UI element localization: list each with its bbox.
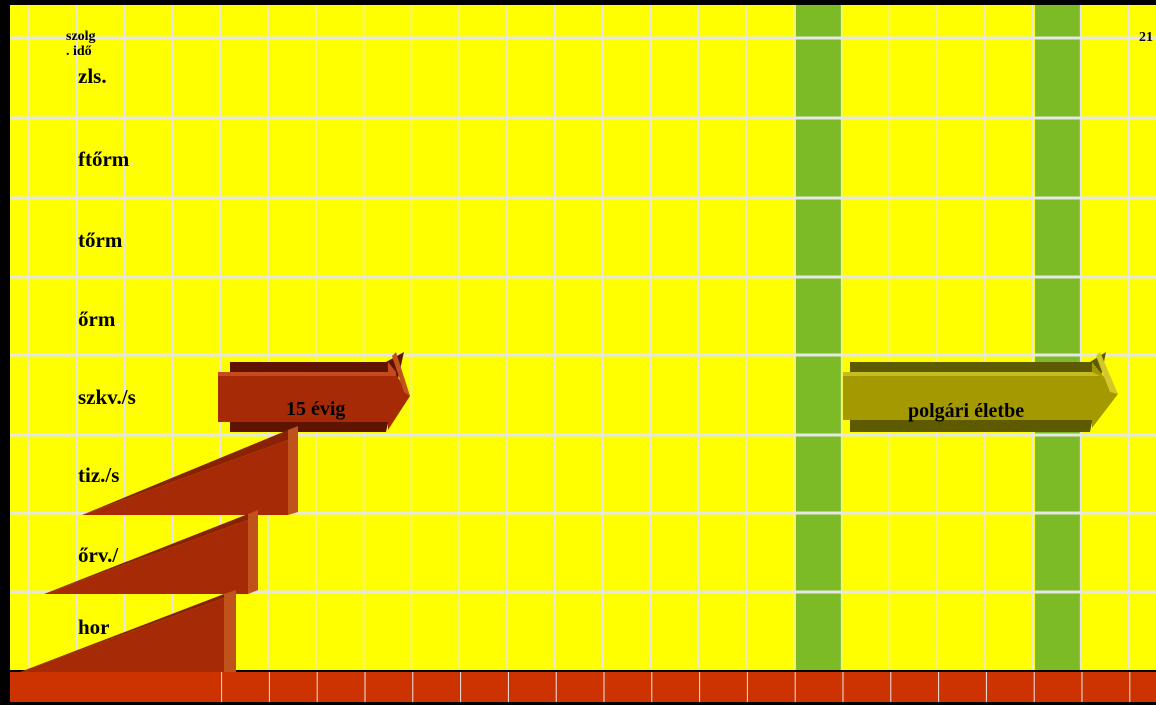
row-label-torm: tőrm. [78, 228, 128, 252]
arrow-15-years [218, 352, 410, 432]
row-label-tiz: tiz./s [78, 463, 120, 487]
bottom-bar-dividers [221, 672, 1131, 702]
bottom-bar [10, 672, 1156, 702]
row-label-hor: hor [78, 615, 110, 639]
row-label-szkv: szkv./s [78, 385, 136, 409]
grid-horizontal-lines [10, 36, 1156, 594]
row-label-orm: őrm. [78, 307, 121, 331]
ramp-2 [44, 510, 258, 594]
grid-vertical-lines [28, 5, 1130, 670]
service-time-label: szolg. idő [66, 29, 96, 59]
service-time-label-line: . idő [66, 43, 92, 59]
service-time-header: szolg. idő [66, 29, 96, 59]
highlight-column-1 [796, 5, 842, 670]
year-21-label: 21 [1139, 30, 1153, 45]
row-label-zls: zls. [78, 64, 107, 88]
row-label-orv: őrv./ [78, 543, 119, 567]
highlight-column-2 [1035, 5, 1081, 670]
ramp-1 [82, 426, 298, 515]
arrow-15-years-label: 15 évig [286, 398, 346, 420]
row-label-ftorm: ftőrm. [78, 147, 135, 171]
ramp-3 [20, 590, 236, 672]
arrow-civilian-life [843, 352, 1118, 432]
arrow-civilian-life-label: polgári életbe [908, 400, 1025, 422]
service-time-label-line: szolg [66, 29, 96, 44]
